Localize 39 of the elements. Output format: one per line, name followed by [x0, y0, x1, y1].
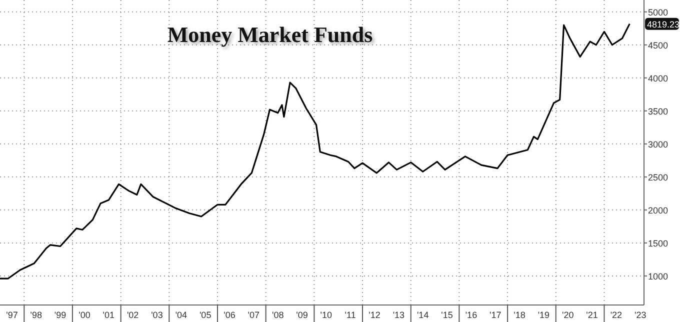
- x-tick-label: '12: [368, 310, 380, 320]
- y-tick-label: 2500: [648, 172, 668, 182]
- text: Money Market Funds: [167, 22, 374, 47]
- x-tick-label: '09: [296, 310, 308, 320]
- x-tick-label: '16: [465, 310, 478, 320]
- x-tick-label: '13: [392, 310, 405, 320]
- x-tick-label: '99: [54, 310, 66, 320]
- y-tick-label: 4500: [648, 40, 668, 50]
- x-tick-label: '98: [30, 310, 42, 320]
- x-tick-label: '04: [175, 310, 188, 320]
- line-series: [0, 23, 630, 280]
- x-tick-label: '19: [538, 310, 550, 320]
- y-tick-label: 1000: [648, 271, 668, 282]
- x-tick-label: '10: [320, 310, 332, 320]
- x-tick-label: '15: [441, 310, 453, 320]
- x-tick-label: '01: [102, 310, 115, 320]
- x-tick-label: '06: [224, 310, 236, 320]
- x-tick-label: '97: [6, 310, 18, 320]
- x-tick-label: '03: [151, 310, 163, 320]
- x-tick-label: '14: [416, 310, 429, 320]
- y-tick-label: 4000: [648, 73, 668, 84]
- x-tick-label: '00: [78, 310, 90, 320]
- x-tick-label: '18: [514, 310, 526, 320]
- x-tick-label: '17: [490, 310, 502, 320]
- x-tick-label: '08: [272, 310, 284, 320]
- annotation: 4819.23: [647, 19, 680, 30]
- y-tick-label: 2000: [648, 205, 668, 216]
- x-tick-label: '02: [126, 310, 139, 320]
- x-tick-label: '11: [344, 310, 356, 320]
- x-tick-label: '05: [199, 310, 212, 320]
- y-tick-label: 3000: [648, 139, 668, 150]
- y-tick-label: 3500: [648, 106, 668, 116]
- x-tick-label: '21: [586, 310, 598, 320]
- x-tick-label: '23: [634, 310, 646, 320]
- y-tick-label: 5000: [648, 7, 668, 18]
- x-tick-label: '20: [562, 310, 574, 320]
- x-tick-label: '07: [248, 310, 260, 320]
- x-tick-label: '22: [610, 310, 622, 320]
- y-tick-label: 1500: [648, 238, 668, 248]
